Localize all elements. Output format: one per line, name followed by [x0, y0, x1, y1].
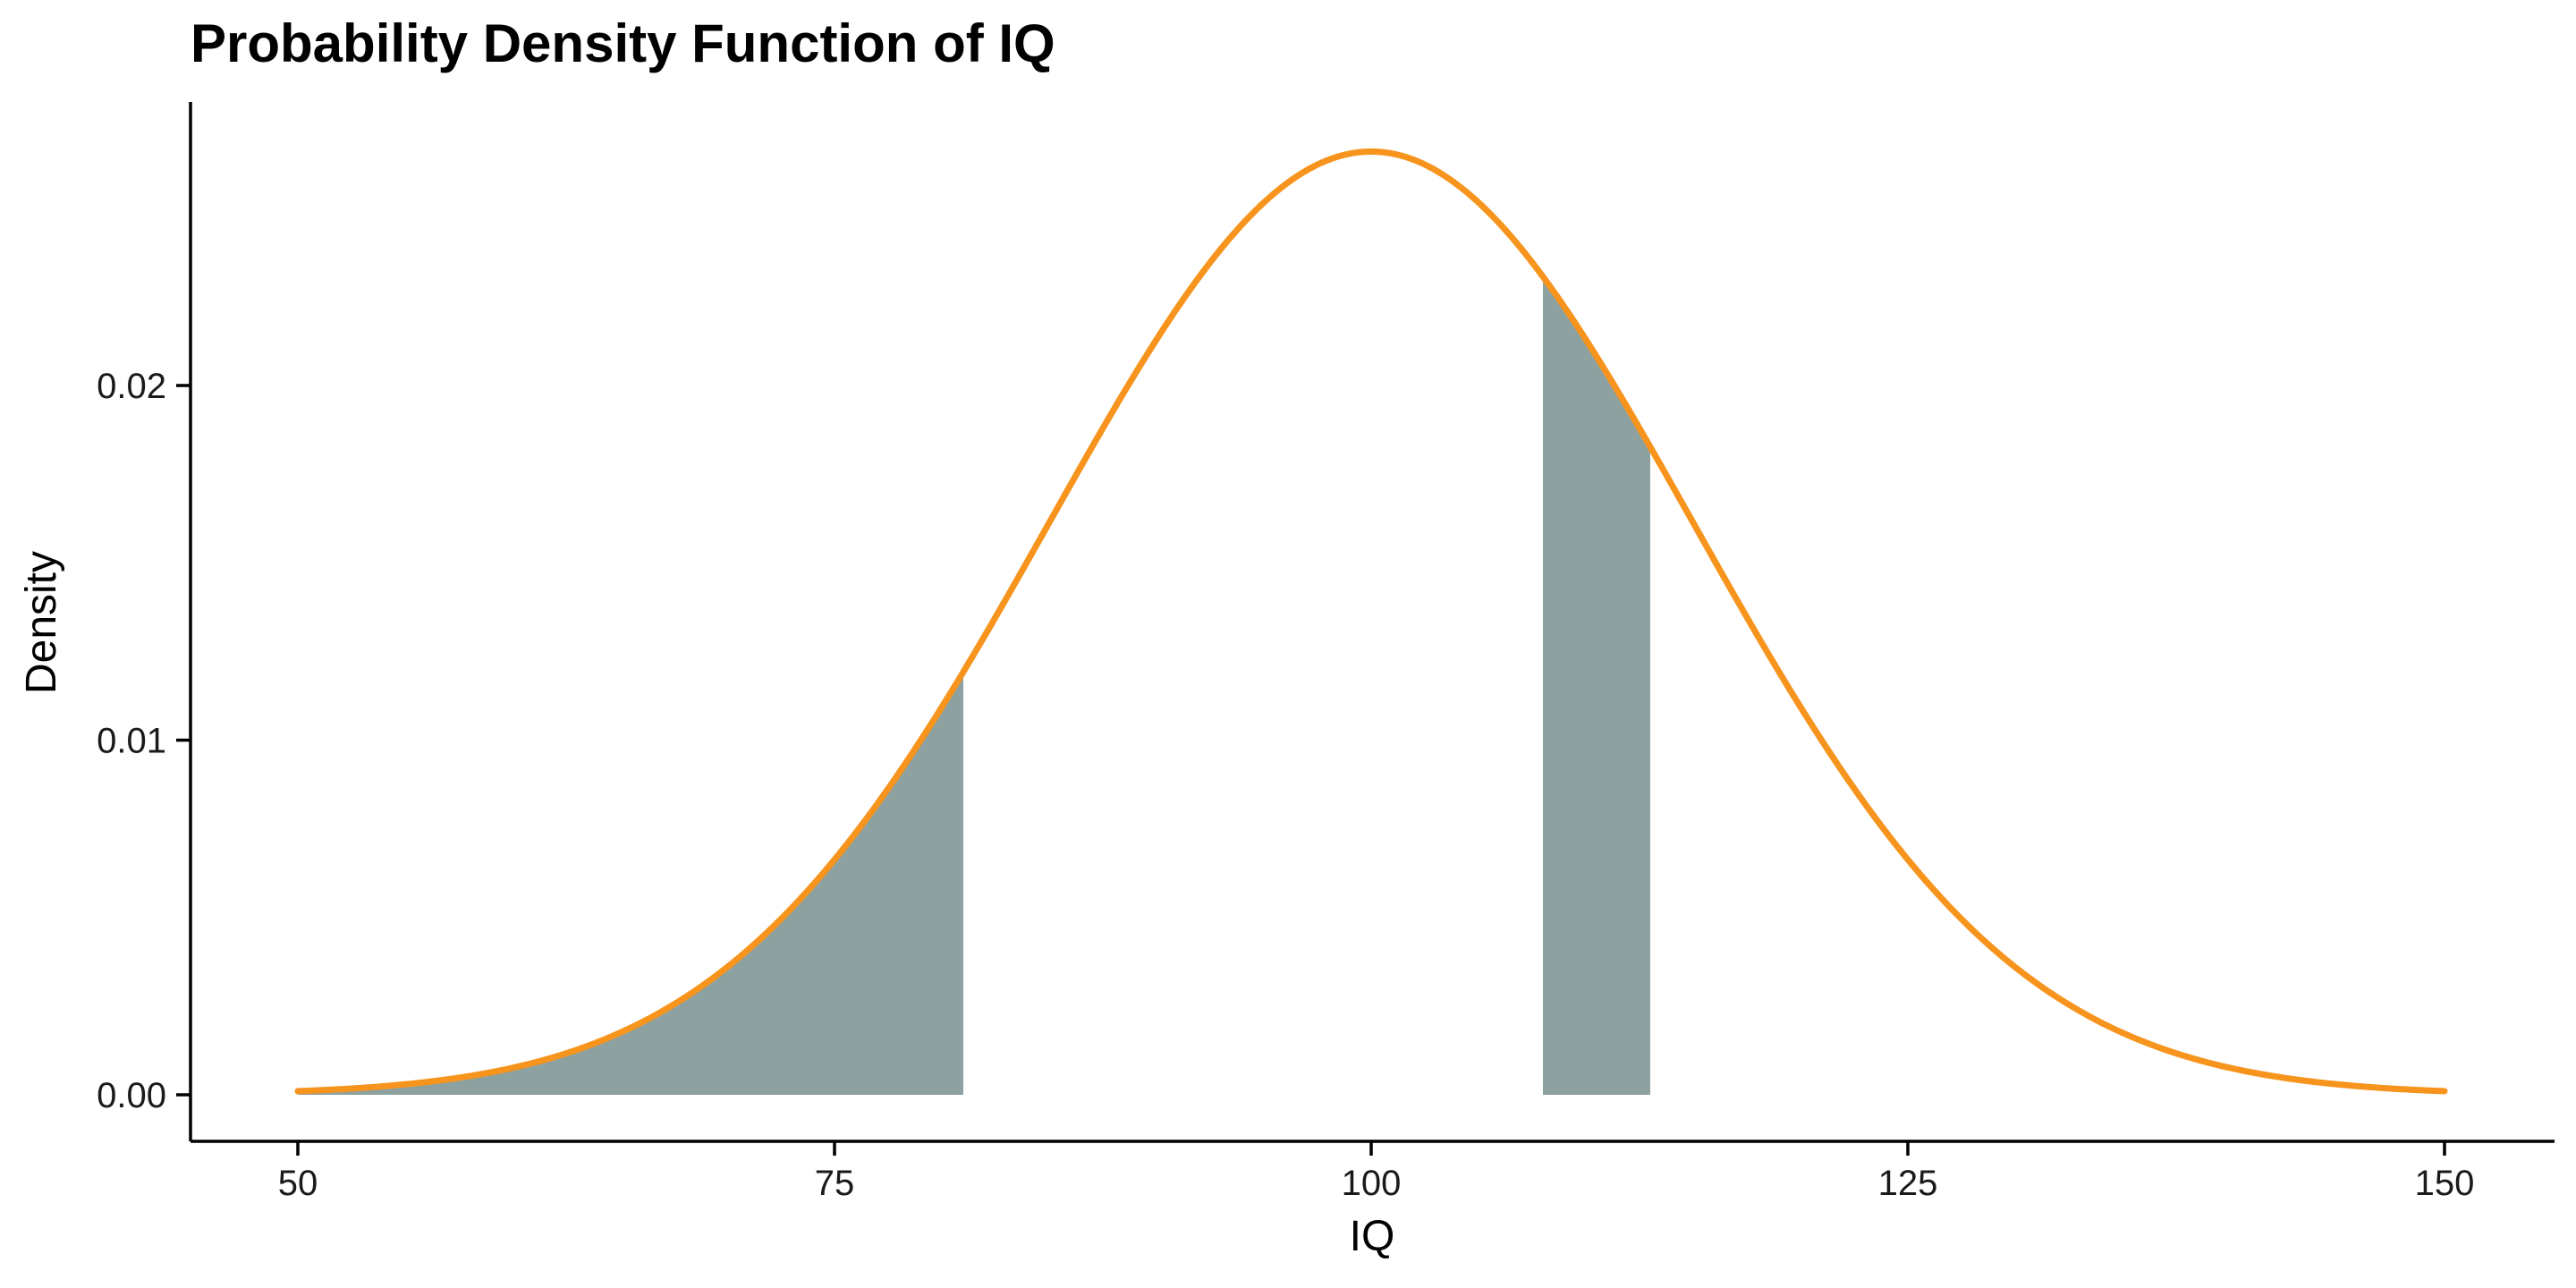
- y-axis-title: Density: [18, 551, 65, 694]
- shaded-region-2: [1543, 276, 1650, 1095]
- y-axis-ticks: 0.00 0.01 0.02: [97, 367, 191, 1115]
- density-curve: [294, 148, 2448, 1095]
- x-tick-label: 50: [278, 1164, 318, 1203]
- x-tick-label: 150: [2415, 1164, 2475, 1203]
- x-axis-ticks: 50 75 100 125 150: [278, 1141, 2475, 1203]
- y-tick-label: 0.02: [97, 367, 166, 406]
- x-tick-label: 100: [1342, 1164, 1402, 1203]
- x-tick-label: 75: [815, 1164, 855, 1203]
- x-axis-title: IQ: [1350, 1213, 1395, 1260]
- y-tick-label: 0.01: [97, 722, 166, 761]
- shaded-regions: [298, 276, 1650, 1095]
- shaded-region-1: [298, 672, 963, 1095]
- x-tick-label: 125: [1878, 1164, 1938, 1203]
- y-tick-label: 0.00: [97, 1076, 166, 1115]
- chart-title: Probability Density Function of IQ: [191, 13, 1055, 73]
